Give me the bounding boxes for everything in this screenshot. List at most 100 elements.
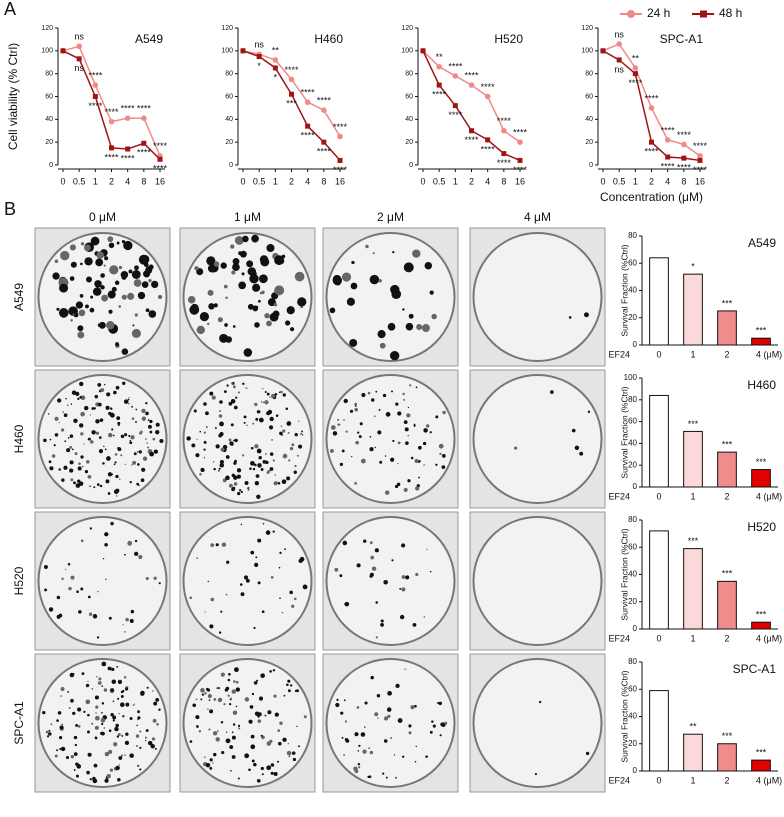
colony (223, 702, 226, 706)
y-tick-label: 0 (633, 766, 638, 775)
legend-label: 48 h (719, 6, 742, 20)
colony (247, 267, 257, 276)
data-point (420, 48, 426, 54)
colony (101, 685, 104, 687)
colony (330, 425, 336, 430)
colony (110, 688, 114, 692)
colony (87, 713, 90, 717)
data-point (337, 157, 343, 163)
y-axis-label: Survival Fraction (%Ctrl) (619, 528, 629, 620)
colony (113, 390, 117, 395)
colony (242, 235, 249, 243)
x-tick-label: 4 (μM) (756, 491, 782, 501)
y-tick-label: 40 (585, 116, 593, 123)
colony (133, 452, 137, 456)
significance: * (274, 72, 278, 82)
colony (120, 690, 124, 694)
colony (118, 764, 120, 766)
colony (253, 681, 258, 685)
colony (408, 731, 412, 735)
colony (384, 716, 389, 721)
colony (373, 415, 376, 418)
colony (292, 757, 297, 762)
colony (63, 413, 68, 418)
colony (343, 699, 346, 702)
colony (425, 424, 430, 428)
colony (251, 692, 255, 696)
colony (114, 280, 120, 286)
colony (233, 475, 238, 480)
y-tick-label: 80 (45, 71, 53, 78)
colony (115, 342, 120, 347)
y-tick-label: 20 (628, 460, 637, 469)
colony (280, 425, 282, 427)
colony (86, 460, 90, 464)
chart-title: H460 (314, 32, 343, 46)
data-point (468, 82, 475, 88)
data-point (632, 65, 639, 71)
colony (387, 690, 392, 696)
colony (231, 755, 236, 759)
colony (80, 455, 84, 459)
colony (349, 409, 354, 413)
colony (54, 754, 58, 758)
colony (294, 432, 298, 437)
x-tick-label: 1 (273, 176, 278, 186)
colony (100, 388, 105, 392)
colony (213, 261, 220, 267)
colony (232, 257, 240, 265)
colony (394, 484, 399, 489)
colony (124, 433, 128, 437)
colony (83, 443, 85, 445)
colony (100, 717, 106, 723)
colony (230, 423, 234, 427)
colony (199, 312, 210, 322)
colony (87, 752, 92, 757)
colony (297, 420, 300, 422)
colony (123, 240, 133, 251)
colony (147, 419, 150, 421)
colony (270, 575, 274, 579)
colony (237, 491, 241, 496)
column-header: 1 μM (234, 210, 261, 224)
significance: *** (688, 419, 699, 429)
bar (683, 733, 703, 772)
colony (152, 718, 157, 723)
colony (358, 744, 361, 748)
colony (259, 411, 261, 413)
colony (250, 550, 255, 555)
colony (148, 424, 152, 429)
colony (91, 688, 93, 690)
plate-well (182, 658, 313, 788)
y-tick-label: 40 (405, 116, 413, 123)
colony (60, 695, 62, 697)
colony (81, 384, 83, 386)
x-tick-label: 1 (453, 176, 458, 186)
colony (346, 297, 355, 306)
colony (128, 434, 131, 438)
colony (106, 773, 111, 779)
colony (209, 624, 214, 629)
colony (279, 597, 281, 599)
legend-marker (700, 10, 707, 18)
y-tick-label: 120 (221, 25, 233, 32)
colony (83, 244, 91, 252)
colony (104, 543, 108, 547)
colony (73, 312, 79, 318)
colony (250, 734, 255, 739)
colony (134, 551, 139, 557)
colony (109, 265, 119, 275)
bar (751, 469, 771, 488)
colony (140, 478, 145, 483)
y-tick-label: 40 (225, 116, 233, 123)
colony (108, 309, 113, 314)
bar (751, 621, 771, 630)
y-tick-label: 120 (581, 25, 593, 32)
colony (261, 773, 264, 776)
colony (394, 776, 398, 779)
colony (80, 411, 85, 417)
data-point (501, 127, 507, 134)
colony (256, 448, 262, 454)
chart-title: A549 (748, 236, 776, 250)
colony (423, 616, 426, 618)
